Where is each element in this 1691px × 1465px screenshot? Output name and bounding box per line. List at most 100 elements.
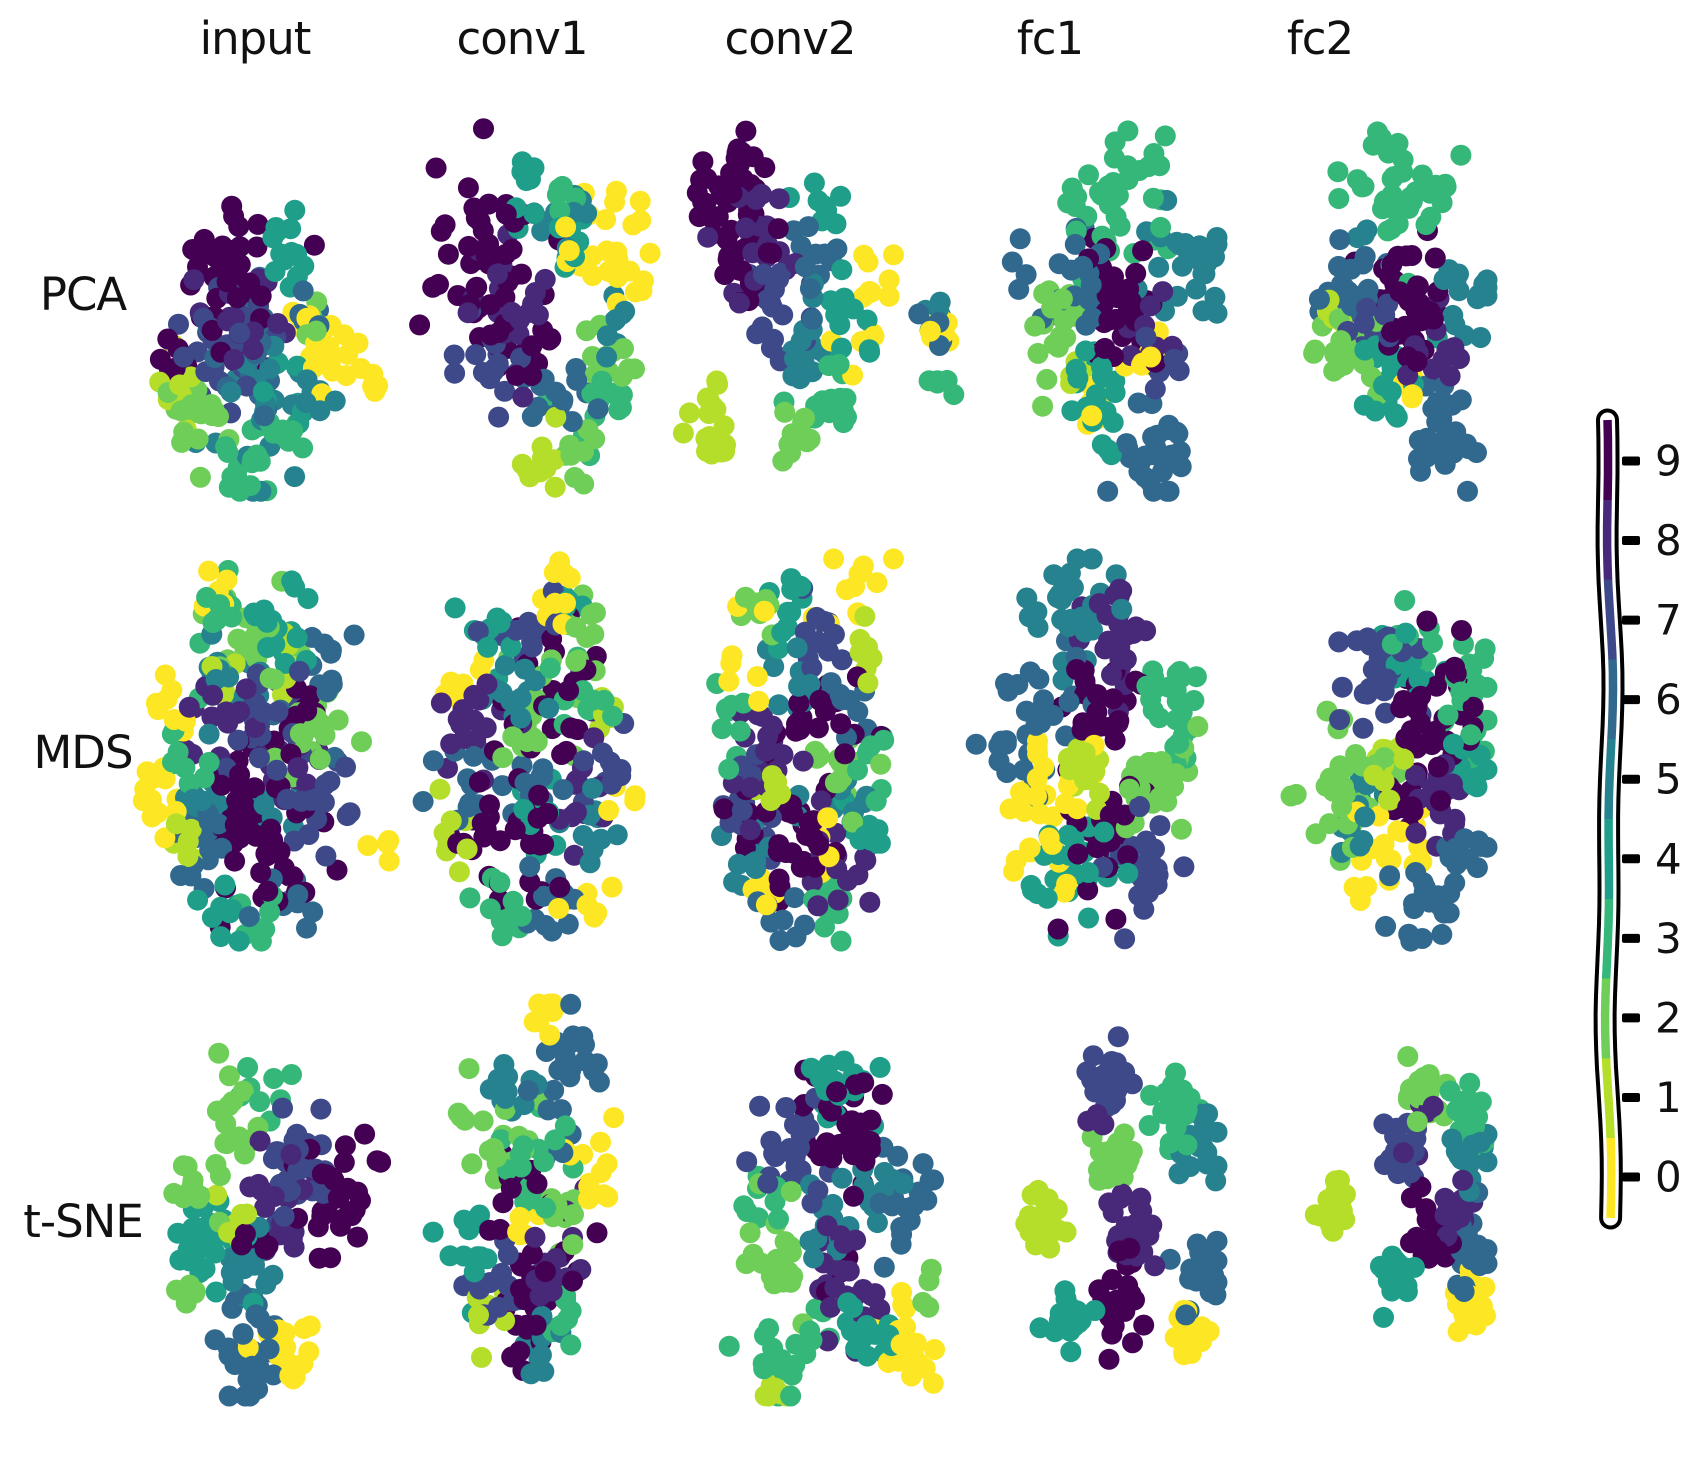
data-point — [1119, 1237, 1141, 1259]
data-point — [182, 239, 204, 260]
data-point — [891, 1223, 913, 1245]
data-point — [1205, 1284, 1227, 1306]
data-point — [430, 220, 452, 242]
data-point — [1408, 668, 1430, 690]
data-point — [1408, 448, 1429, 470]
data-point — [248, 1355, 270, 1377]
data-point — [1381, 253, 1403, 275]
data-point — [309, 400, 331, 422]
data-point — [504, 819, 526, 841]
data-point — [1431, 923, 1453, 945]
data-point — [529, 1285, 551, 1307]
data-point — [816, 1215, 838, 1237]
data-point — [1165, 763, 1187, 785]
data-point — [293, 1318, 315, 1340]
data-point — [198, 723, 220, 745]
data-point — [1019, 837, 1041, 859]
data-point — [519, 856, 541, 878]
data-point — [807, 717, 829, 739]
data-point — [347, 332, 369, 354]
data-point — [452, 699, 474, 721]
data-point — [718, 758, 740, 780]
data-point — [244, 717, 266, 739]
data-point — [1099, 804, 1121, 826]
data-point — [810, 790, 832, 812]
data-point — [533, 833, 555, 855]
data-point — [1308, 288, 1330, 310]
data-point — [745, 188, 767, 210]
data-point — [266, 759, 288, 781]
data-point — [559, 1066, 581, 1088]
data-point — [521, 406, 543, 427]
data-point — [611, 365, 633, 387]
row-label-mds: MDS — [33, 726, 133, 779]
data-point — [512, 386, 534, 408]
data-point — [1422, 308, 1444, 330]
data-point — [582, 265, 604, 287]
data-point — [561, 411, 583, 432]
data-point — [829, 314, 851, 336]
colorbar-tick — [1622, 615, 1640, 625]
data-point — [557, 913, 579, 935]
data-point — [565, 650, 587, 672]
data-point — [1180, 1342, 1202, 1364]
data-point — [347, 1226, 368, 1248]
data-point — [1422, 632, 1443, 654]
data-point — [472, 1110, 494, 1132]
data-point — [558, 680, 580, 702]
data-point — [1086, 384, 1107, 406]
colorbar-tick-label: 5 — [1655, 755, 1682, 804]
data-point — [816, 1065, 838, 1087]
data-point — [232, 1080, 254, 1102]
data-point — [590, 1162, 612, 1183]
data-point — [1074, 742, 1096, 764]
data-point — [296, 369, 318, 391]
data-point — [228, 930, 250, 952]
data-point — [510, 1278, 531, 1300]
data-point — [479, 794, 500, 816]
data-point — [786, 637, 808, 659]
data-point — [1327, 357, 1349, 379]
data-point — [1047, 336, 1069, 358]
data-point — [1401, 245, 1423, 266]
data-point — [1176, 1099, 1198, 1121]
data-point — [1118, 278, 1140, 300]
data-point — [718, 1335, 740, 1357]
data-point — [1064, 196, 1086, 217]
data-point — [1206, 302, 1228, 324]
data-point — [1140, 1084, 1162, 1106]
data-point — [1352, 253, 1374, 275]
data-point — [858, 280, 880, 302]
data-point — [458, 1219, 480, 1241]
data-point — [583, 727, 605, 749]
data-point — [494, 380, 516, 402]
data-point — [1130, 1187, 1152, 1209]
data-point — [1103, 1315, 1125, 1337]
data-point — [1405, 764, 1426, 786]
data-point — [199, 839, 221, 861]
data-point — [549, 876, 571, 898]
data-point — [820, 388, 842, 410]
data-point — [878, 269, 900, 291]
data-point — [1434, 1187, 1456, 1209]
data-point — [1061, 177, 1083, 199]
data-point — [476, 673, 498, 695]
data-point — [463, 745, 484, 767]
data-point — [425, 157, 447, 179]
colorbar-tick-label: 1 — [1655, 1073, 1682, 1122]
data-point — [168, 313, 189, 335]
data-point — [535, 1197, 557, 1219]
data-point — [557, 1308, 578, 1330]
data-point — [1430, 896, 1452, 918]
data-point — [692, 151, 714, 173]
data-point — [1098, 1348, 1120, 1370]
data-point — [1174, 233, 1196, 254]
data-point — [1156, 419, 1178, 441]
data-point — [521, 1243, 543, 1265]
data-point — [272, 419, 294, 441]
data-point — [429, 778, 451, 800]
data-point — [1285, 783, 1307, 805]
colorbar-tick — [1622, 1092, 1640, 1102]
data-point — [510, 707, 532, 729]
data-point — [592, 742, 613, 764]
